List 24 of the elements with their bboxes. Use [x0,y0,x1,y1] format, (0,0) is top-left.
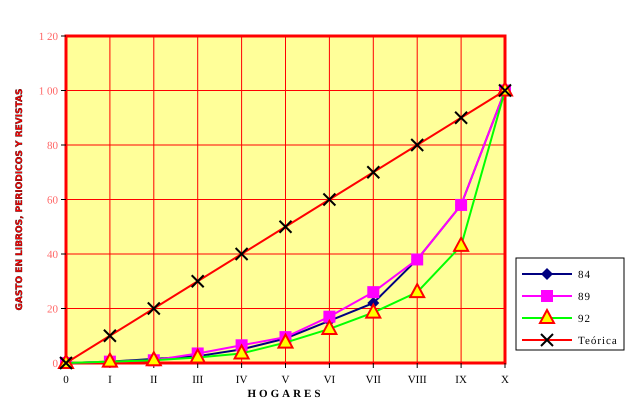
x-tick-label: X [501,374,510,386]
x-tick-label: VII [366,374,382,386]
x-tick-label: IX [455,374,467,386]
y-tick-label: 80 [47,140,58,152]
x-tick-label: 0 [63,374,70,386]
x-tick-label: I [108,374,112,386]
y-tick-label: 40 [47,248,58,261]
x-tick-label: III [192,374,204,386]
x-tick-label: IV [236,374,248,386]
x-tick-label: VI [324,374,336,386]
y-tick-label: 1 20 [38,30,58,43]
x-axis-title: HOGARES [247,388,324,400]
y-tick-label: 60 [47,194,58,206]
y-tick-label: 1 00 [38,85,58,98]
legend-label: Teórica [578,334,618,347]
x-tick-label: II [150,374,158,386]
x-tick-label: VIII [408,374,427,386]
legend-label: 84 [578,268,591,281]
y-axis-title: GASTO EN LIBROS, PERIODICOS Y REVISTAS [15,88,25,310]
y-tick-label: 20 [47,303,58,316]
legend-label: 89 [578,290,591,303]
x-tick-label: V [282,374,290,386]
legend-label: 92 [578,312,591,325]
y-tick-label: 0 [52,358,58,370]
